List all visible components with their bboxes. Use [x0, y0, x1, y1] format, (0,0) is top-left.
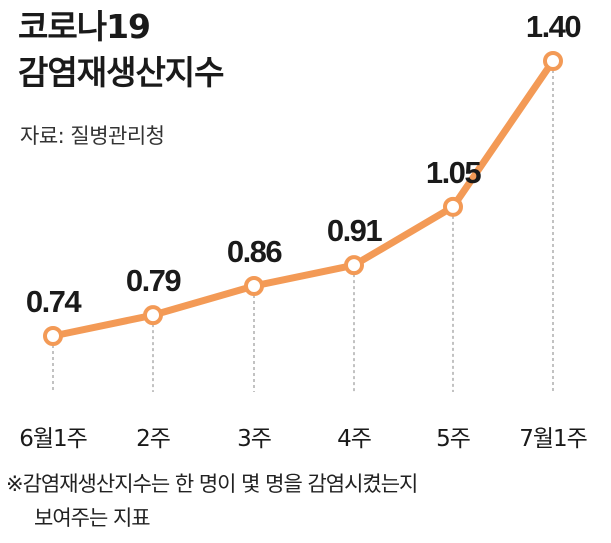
data-point [543, 51, 563, 71]
data-label: 1.05 [426, 155, 482, 190]
chart-title-line2: 감염재생산지수 [18, 53, 225, 92]
data-label: 0.74 [26, 284, 83, 319]
data-label: 1.40 [526, 9, 581, 44]
chart-title-line1: 코로나19 [18, 7, 151, 46]
x-axis-ticks: 6월1주 2주 3주 4주 5주 7월1주 [19, 426, 588, 452]
data-label: 0.86 [227, 234, 283, 269]
data-point [344, 255, 364, 276]
data-point [43, 326, 63, 346]
data-point [244, 276, 264, 296]
x-tick-label: 6월1주 [19, 426, 87, 452]
footnote-line1: ※감염재생산지수는 한 명이 몇 명을 감염시켰는지 [6, 472, 418, 496]
x-tick-label: 5주 [436, 426, 470, 452]
data-point [143, 305, 163, 326]
x-tick-label: 4주 [337, 426, 371, 452]
x-tick-label: 2주 [136, 426, 170, 452]
data-source: 자료: 질병관리청 [20, 124, 165, 148]
data-markers [43, 51, 563, 346]
guide-lines [52, 70, 554, 392]
data-label: 0.79 [126, 263, 182, 298]
line-chart: 0.74 0.79 0.86 0.91 1.05 1.40 6월1주 2주 3주 4주 5주 7월1… [19, 9, 588, 452]
series-line [49, 57, 557, 340]
data-label: 0.91 [327, 213, 383, 248]
data-point [443, 196, 463, 217]
data-labels: 0.74 0.79 0.86 0.91 1.05 1.40 [26, 9, 582, 319]
x-tick-label: 3주 [237, 426, 271, 452]
x-tick-label: 7월1주 [519, 426, 587, 452]
footnote-line2: 보여주는 지표 [34, 506, 151, 530]
